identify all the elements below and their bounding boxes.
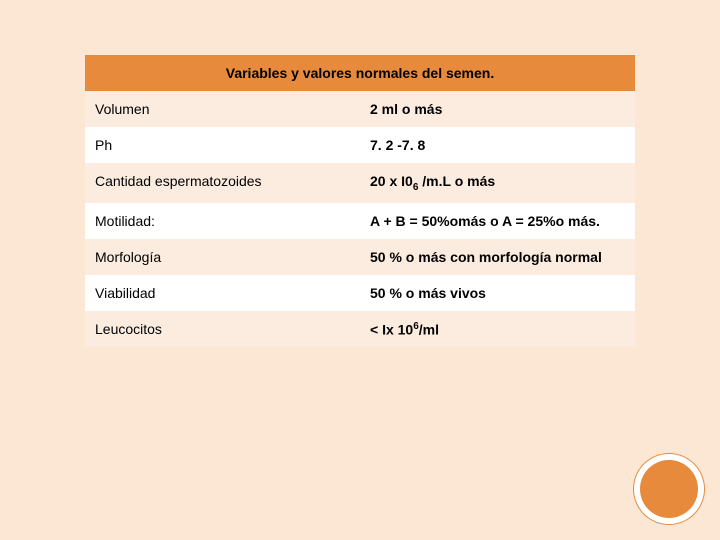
row-value: 50 % o más con morfología normal: [360, 239, 635, 275]
table-row: Ph7. 2 -7. 8: [85, 127, 635, 163]
table-row: Leucocitos< Ix 106/ml: [85, 311, 635, 348]
table-body: Volumen2 ml o másPh7. 2 -7. 8Cantidad es…: [85, 91, 635, 347]
row-value: 7. 2 -7. 8: [360, 127, 635, 163]
decorative-circle: [640, 460, 698, 518]
table-row: Cantidad espermatozoides20 x I06 /m.L o …: [85, 163, 635, 203]
row-label: Ph: [85, 127, 360, 163]
row-value: < Ix 106/ml: [360, 311, 635, 348]
semen-values-table: Variables y valores normales del semen. …: [85, 55, 635, 347]
row-label: Leucocitos: [85, 311, 360, 348]
row-value: A + B = 50%omás o A = 25%o más.: [360, 203, 635, 239]
row-label: Cantidad espermatozoides: [85, 163, 360, 203]
table-row: Viabilidad50 % o más vivos: [85, 275, 635, 311]
table-row: Motilidad:A + B = 50%omás o A = 25%o más…: [85, 203, 635, 239]
row-value: 2 ml o más: [360, 91, 635, 127]
row-label: Morfología: [85, 239, 360, 275]
table-row: Morfología50 % o más con morfología norm…: [85, 239, 635, 275]
row-label: Motilidad:: [85, 203, 360, 239]
table-header: Variables y valores normales del semen.: [85, 55, 635, 91]
table-row: Volumen2 ml o más: [85, 91, 635, 127]
row-label: Viabilidad: [85, 275, 360, 311]
row-value: 20 x I06 /m.L o más: [360, 163, 635, 203]
row-label: Volumen: [85, 91, 360, 127]
row-value: 50 % o más vivos: [360, 275, 635, 311]
